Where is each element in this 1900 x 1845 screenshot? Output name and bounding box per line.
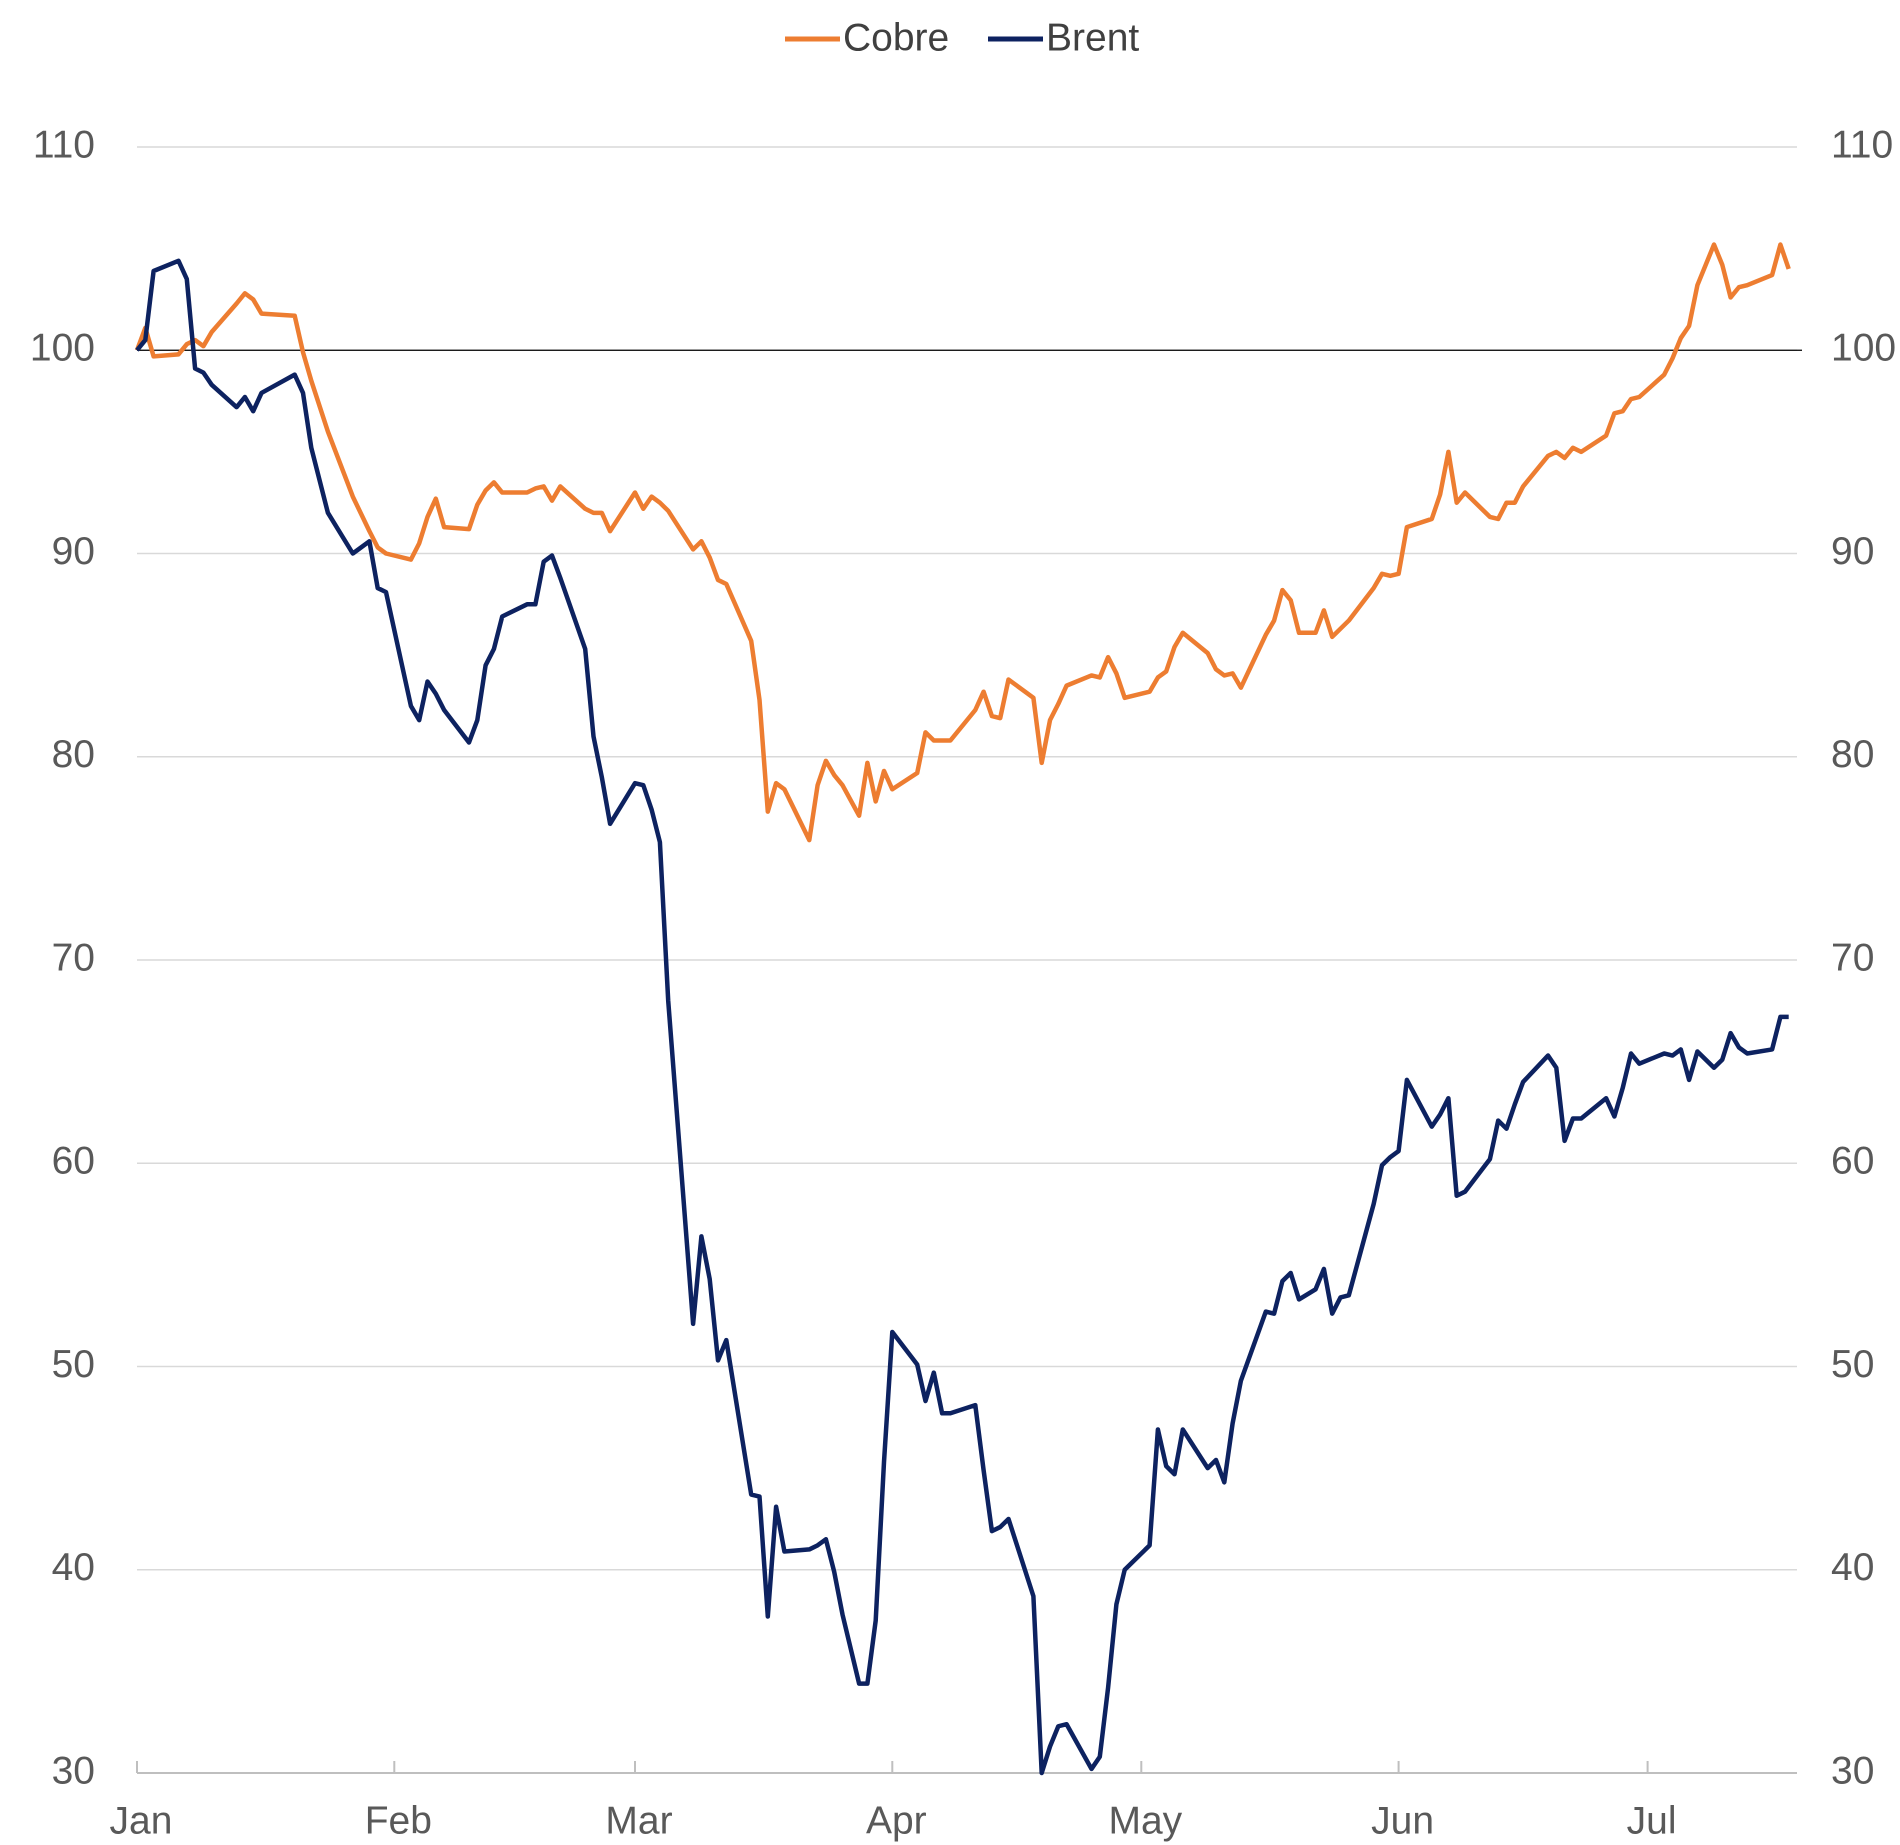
y-tick-label: 60 — [52, 1140, 95, 1183]
x-tick-label: Mar — [605, 1799, 672, 1842]
y2-tick-label: 80 — [1831, 733, 1874, 776]
x-tick-label: Jun — [1371, 1799, 1434, 1842]
y-tick-label: 30 — [52, 1749, 95, 1792]
x-tick-label: Jan — [110, 1799, 173, 1842]
x-tick-label: Feb — [365, 1799, 432, 1842]
y2-tick-label: 90 — [1831, 530, 1874, 573]
y-tick-label: 90 — [52, 530, 95, 573]
y-tick-label: 100 — [30, 327, 95, 370]
y2-tick-label: 100 — [1831, 327, 1896, 370]
series-line — [134, 242, 1791, 843]
legend-label: Cobre — [843, 16, 949, 59]
x-tick-label: Jul — [1627, 1799, 1677, 1842]
y2-tick-label: 50 — [1831, 1343, 1874, 1386]
y-tick-label: 70 — [52, 936, 95, 979]
legend-label: Brent — [1046, 16, 1139, 59]
y2-tick-label: 110 — [1831, 123, 1893, 166]
x-tick-label: May — [1108, 1799, 1182, 1842]
y2-tick-label: 40 — [1831, 1546, 1874, 1589]
y-tick-label: 80 — [52, 733, 95, 776]
y2-tick-label: 60 — [1831, 1140, 1874, 1183]
series-line — [135, 258, 1789, 1776]
y2-tick-label: 70 — [1831, 936, 1874, 979]
y-tick-label: 50 — [52, 1343, 95, 1386]
y-tick-label: 110 — [33, 123, 95, 166]
x-tick-label: Apr — [866, 1799, 927, 1842]
y-tick-label: 40 — [52, 1546, 95, 1589]
y2-tick-label: 30 — [1831, 1749, 1874, 1792]
